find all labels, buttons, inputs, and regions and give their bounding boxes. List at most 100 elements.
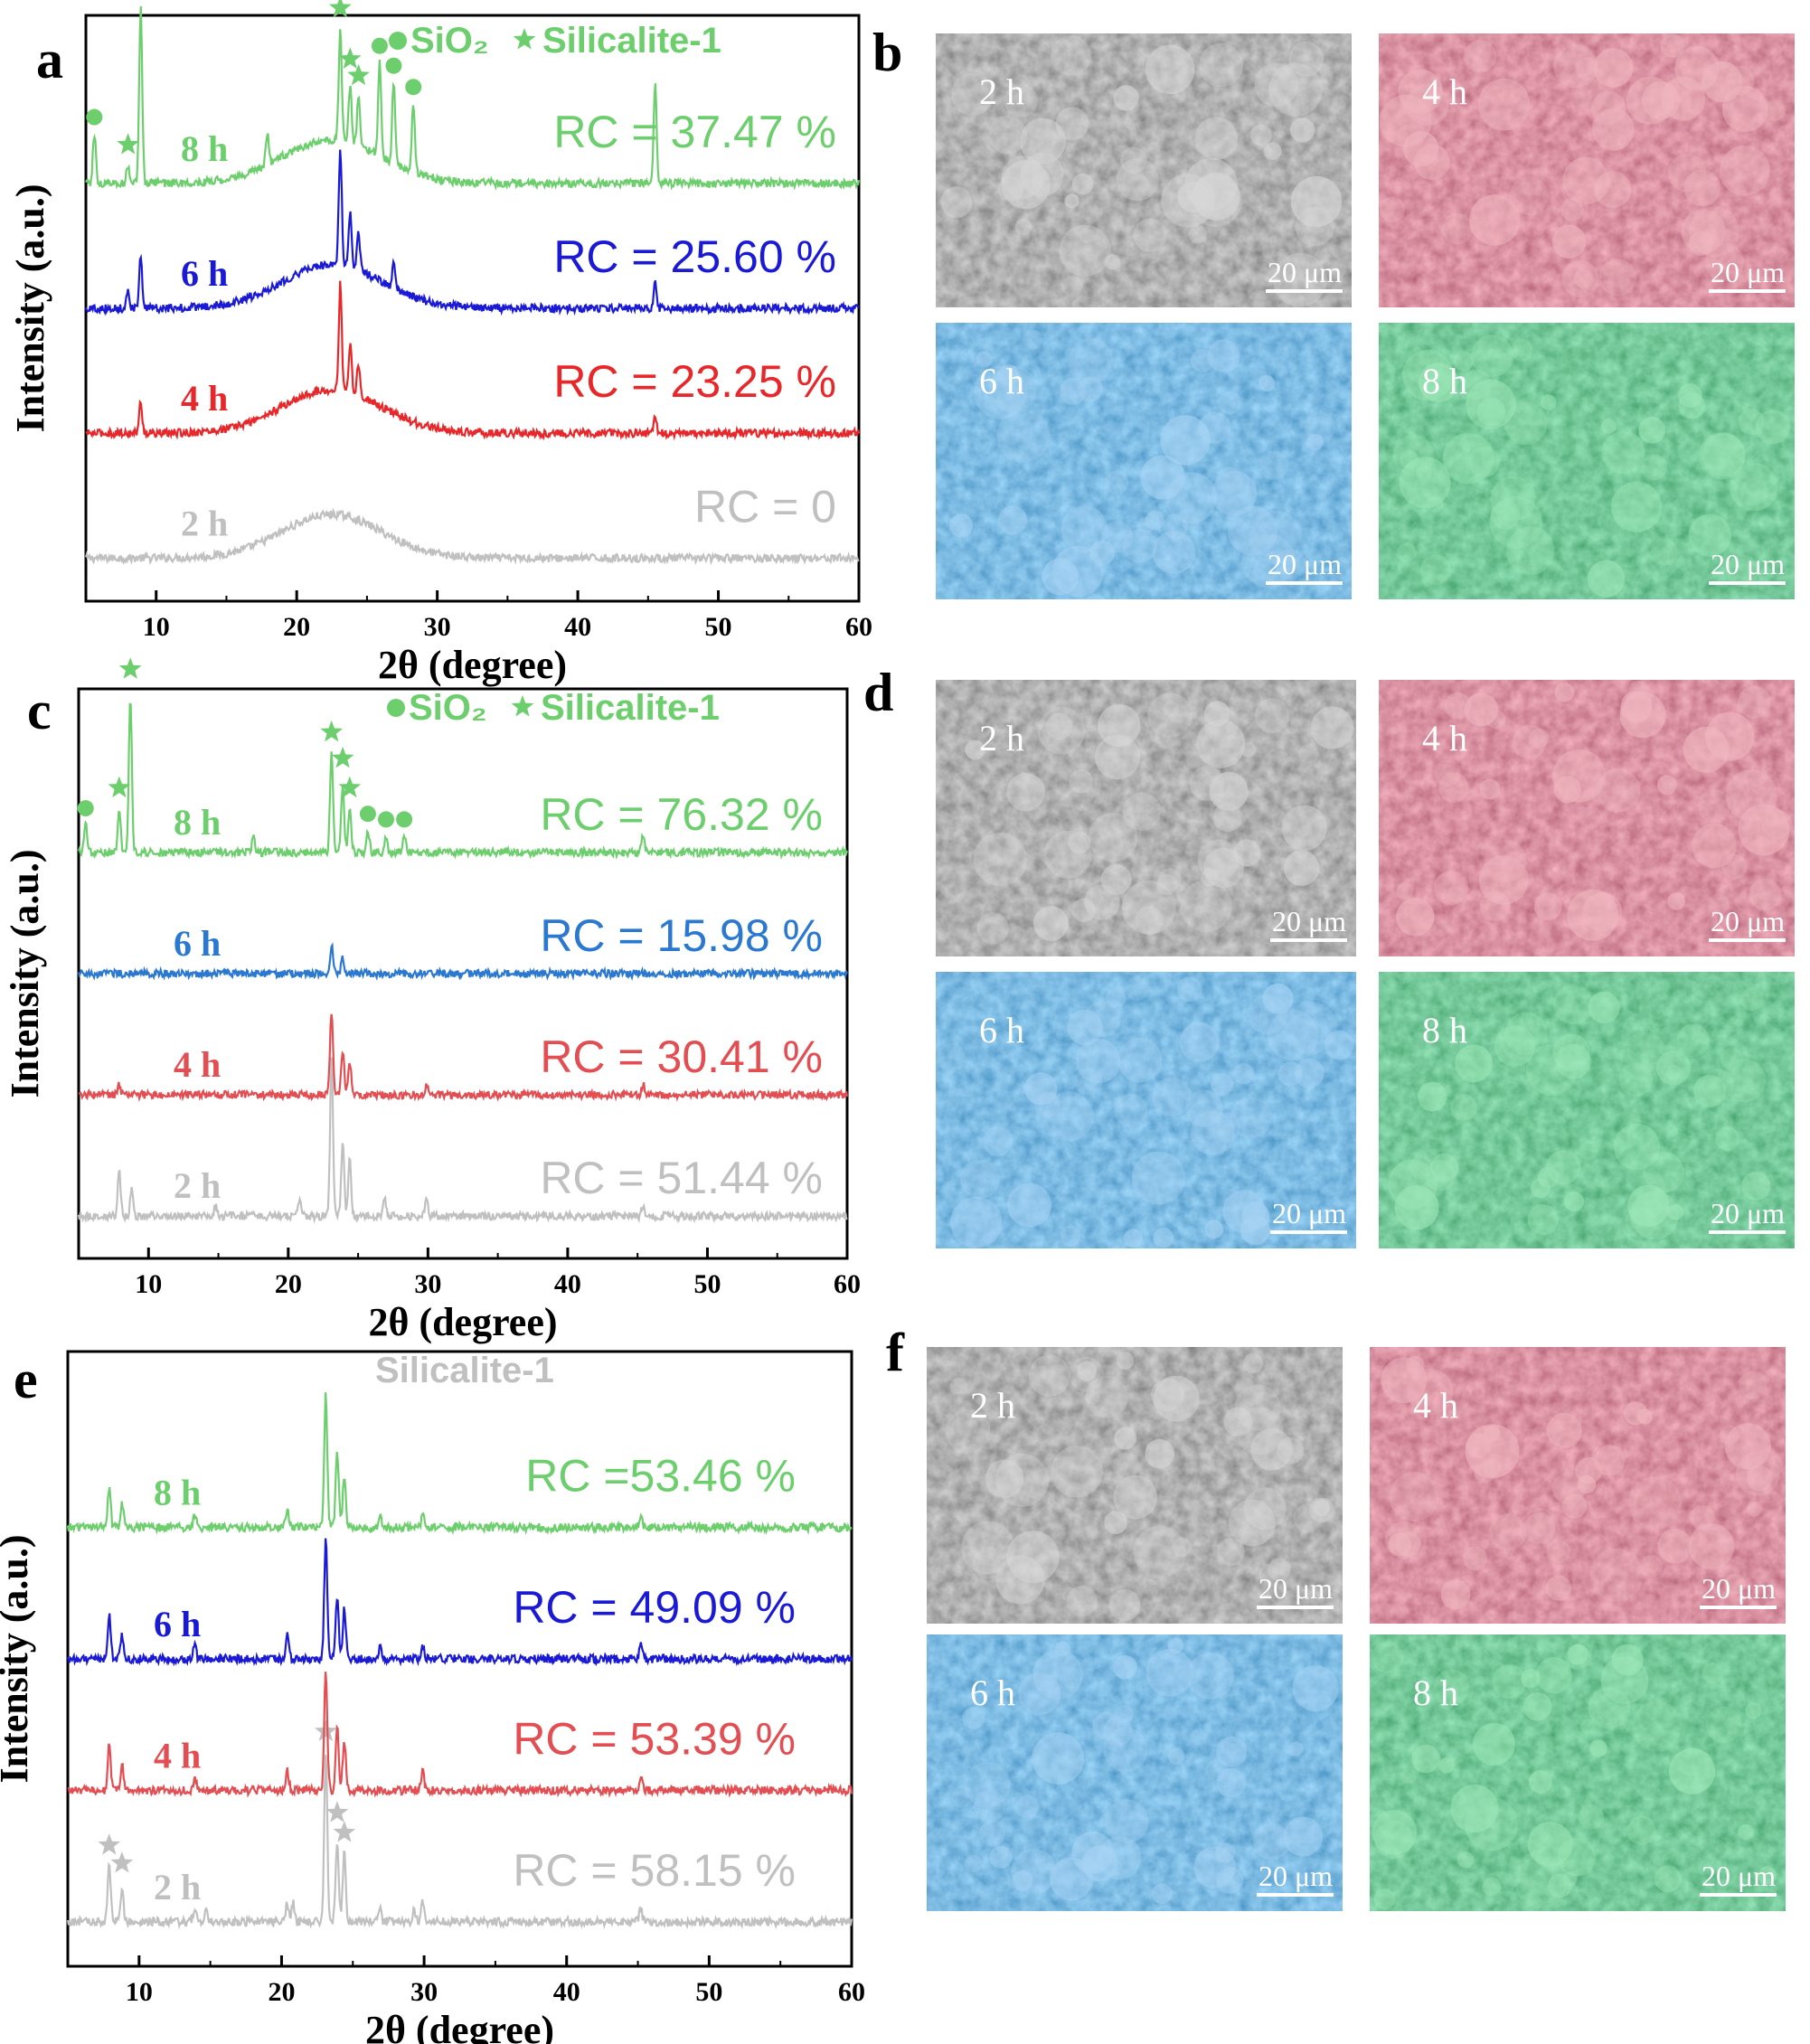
sem-particle — [1398, 69, 1443, 114]
sem-particle — [1598, 259, 1636, 297]
xrd-pattern-2h — [66, 1755, 853, 1930]
sem-particle — [1067, 1009, 1103, 1046]
sem-particle — [1115, 1705, 1134, 1724]
sem-particle — [1113, 85, 1139, 111]
sem-particle — [1379, 196, 1406, 223]
sem-particle — [1657, 1529, 1692, 1564]
sem-particle — [1098, 1836, 1142, 1880]
sem-particle — [1267, 1009, 1319, 1061]
series-time-label: 6 h — [174, 923, 221, 964]
sem-particle — [1113, 1654, 1137, 1680]
sem-time-label: 4 h — [1422, 71, 1467, 112]
sem-particle — [1050, 1857, 1093, 1901]
series-time-label: 6 h — [154, 1604, 201, 1644]
sem-particle — [1530, 1178, 1551, 1199]
sem-particle — [1579, 805, 1603, 829]
sem-time-label: 4 h — [1422, 718, 1467, 758]
sem-scale-label: 20 μm — [1268, 548, 1342, 580]
sem-particle — [1613, 1124, 1660, 1170]
sem-particle — [1548, 1873, 1572, 1898]
sem-image-texture — [927, 1347, 1343, 1624]
sem-scale-label: 20 μm — [1702, 1860, 1776, 1892]
sio2-peak-marker — [359, 805, 376, 823]
sem-particle — [989, 365, 1037, 413]
sem-particle — [979, 1820, 1005, 1847]
sem-particle — [1667, 1204, 1684, 1220]
sio2-peak-marker — [378, 811, 394, 828]
sem-particle — [1235, 1407, 1284, 1455]
sem-particle — [1200, 868, 1220, 887]
sem-particle — [1153, 1375, 1200, 1422]
sem-particle — [1306, 433, 1324, 451]
sem-particle — [1521, 1668, 1541, 1689]
sem-particle — [1140, 455, 1185, 500]
sem-particle — [1465, 1424, 1520, 1479]
series-rc-label: RC = 37.47 % — [553, 107, 836, 157]
sem-particle — [1190, 1728, 1208, 1746]
sem-particle — [1600, 418, 1617, 434]
sem-particle — [1313, 1499, 1331, 1517]
sem-particle — [1163, 513, 1188, 540]
sem-particle — [1250, 124, 1272, 146]
sem-particle — [1223, 1407, 1253, 1436]
sem-particle — [945, 1408, 991, 1455]
sem-particle — [1089, 541, 1116, 566]
sem-particle — [1756, 410, 1791, 445]
sem-particle — [1683, 726, 1730, 773]
sem-particle — [1494, 1025, 1536, 1067]
sem-scale-label: 20 μm — [1259, 1860, 1333, 1892]
sem-particle — [1254, 62, 1299, 108]
sem-particle — [1187, 1653, 1234, 1700]
sem-time-label: 2 h — [979, 718, 1024, 758]
sem-particle — [1059, 224, 1111, 277]
sem-particle — [1463, 1546, 1488, 1571]
sem-particle — [1037, 707, 1086, 755]
sem-particle — [1701, 61, 1743, 102]
sem-particle — [1116, 1352, 1135, 1370]
silicalite-peak-marker — [108, 776, 131, 798]
sem-particle — [1085, 1375, 1128, 1418]
sem-particle — [1311, 706, 1354, 749]
xrd-chart-e: 10 20 30 40 50 60 2θ (degree) Intensity (a.u.) S… — [0, 1350, 865, 2044]
sem-particle — [1117, 1037, 1163, 1083]
sem-particle — [1720, 1048, 1744, 1071]
sem-particle — [1655, 1050, 1692, 1086]
sem-particle — [1719, 146, 1770, 196]
sem-particle — [1045, 712, 1073, 740]
sem-particle — [1132, 1151, 1185, 1205]
sem-particle — [1215, 1842, 1236, 1863]
sem-particle — [1433, 871, 1468, 906]
sem-particle — [1611, 1644, 1644, 1676]
sem-particle — [1215, 466, 1243, 495]
x-axis-label: 2θ (degree) — [368, 1300, 557, 1344]
series-time-label: 2 h — [154, 1867, 201, 1907]
legend-circle-label: SiO₂ — [410, 21, 489, 61]
sem-particle — [1667, 154, 1707, 193]
sem-scale-label: 20 μm — [1702, 1572, 1776, 1605]
sem-particle — [1418, 1081, 1447, 1112]
sem-particle — [1156, 873, 1178, 896]
xrd-pattern-6h — [66, 1538, 853, 1667]
sem-particle — [1440, 1579, 1471, 1610]
sem-particle — [1061, 505, 1108, 553]
sem-particle — [1283, 1816, 1324, 1857]
xrd-pattern-8h — [84, 5, 861, 192]
silicalite-peak-marker — [333, 1821, 356, 1842]
sem-particle — [1504, 401, 1548, 445]
sem-particle — [1384, 1521, 1422, 1559]
sem-image-texture — [1370, 1634, 1786, 1911]
sem-particle — [1193, 1846, 1236, 1889]
sem-particle — [1108, 1589, 1141, 1621]
sem-particle — [996, 409, 1051, 463]
sem-particle — [1084, 884, 1120, 920]
sem-particle — [1028, 1354, 1070, 1397]
sem-particle — [1194, 117, 1238, 160]
sem-particle — [1018, 1672, 1061, 1716]
sem-particle — [1579, 1140, 1598, 1161]
sem-particle — [1373, 1888, 1396, 1910]
sem-particle — [1122, 792, 1161, 831]
sem-particle — [1407, 1368, 1454, 1416]
sem-particle — [1077, 376, 1103, 402]
sem-particle — [1553, 776, 1581, 804]
sem-particle — [1403, 131, 1439, 167]
